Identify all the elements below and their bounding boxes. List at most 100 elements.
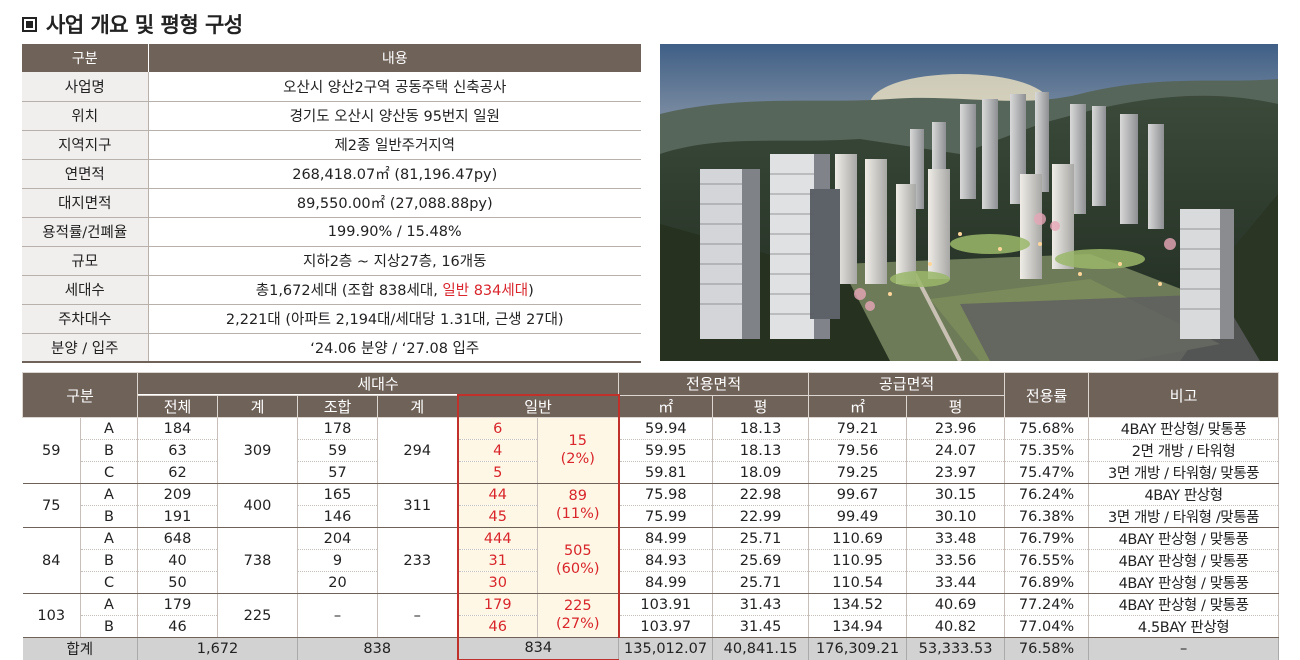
union-cell: 59: [297, 439, 379, 462]
total-exclusive-sqm: 135,012.07: [618, 637, 714, 660]
header-households: 세대수: [137, 372, 620, 396]
overview-key: 대지면적: [22, 188, 149, 218]
supply-pyeong-cell: 33.44: [906, 571, 1006, 594]
exclusive-sqm-cell: 103.97: [618, 615, 714, 638]
supply-pyeong-cell: 33.48: [906, 527, 1006, 550]
supply-pyeong-cell: 24.07: [906, 439, 1006, 462]
general-subtotal-cell: 89 (11%): [537, 483, 620, 528]
total-cell: 46: [137, 615, 219, 638]
supply-sqm-cell: 79.21: [808, 417, 908, 440]
exclusive-sqm-cell: 75.98: [618, 483, 714, 506]
general-cell: 179: [456, 593, 539, 616]
ratio-cell: 76.38%: [1004, 505, 1090, 528]
overview-value: 268,418.07㎡ (81,196.47py): [148, 159, 641, 189]
supply-sqm-cell: 79.56: [808, 439, 908, 462]
header-exclusive-ratio: 전용률: [1004, 372, 1090, 418]
unit-subheader-row: 전체 계 조합 계 일반 ㎡ 평 ㎡ 평: [23, 394, 1279, 418]
size-cell: 59: [22, 417, 81, 484]
overview-key: 사업명: [22, 72, 149, 102]
general-cell: 30: [456, 571, 539, 594]
total-cell: 191: [137, 505, 219, 528]
table-row: 59 A 184 309 178 294 6 15 (2%) 59.94 18.1…: [22, 417, 1280, 484]
general-sum: 89: [568, 488, 587, 505]
header-exclusive-area: 전용면적: [618, 372, 810, 396]
supply-pyeong-cell: 23.97: [906, 461, 1006, 484]
remarks-cell: 4BAY 판상형 / 맞통풍: [1088, 549, 1280, 572]
exclusive-pyeong-cell: 18.13: [712, 417, 810, 440]
table-row: 84 A 648 738 204 233 444 505 (60%) 84.99 …: [22, 527, 1280, 594]
total-cell: 40: [137, 549, 219, 572]
total-cell: 63: [137, 439, 219, 462]
overview-row: 연면적 268,418.07㎡ (81,196.47py): [22, 159, 641, 189]
table-row: C 50 20 30 84.99 25.71 110.54 33.44 76.8…: [23, 571, 1280, 594]
supply-pyeong-cell: 40.82: [906, 615, 1006, 638]
type-cell: B: [80, 505, 139, 528]
supply-sqm-cell: 99.67: [808, 483, 908, 506]
union-cell: 146: [297, 505, 379, 528]
ratio-cell: 77.24%: [1004, 593, 1090, 616]
table-row: 75 A 209 400 165 311 44 89 (11%) 75.98 22…: [22, 483, 1280, 528]
total-supply-sqm: 176,309.21: [808, 637, 908, 660]
exclusive-pyeong-cell: 31.43: [712, 593, 810, 616]
supply-pyeong-cell: 30.15: [906, 483, 1006, 506]
supply-sqm-cell: 134.52: [808, 593, 908, 616]
remarks-cell: 3면 개방 / 타워형 /맞통품: [1088, 505, 1280, 528]
overview-value-households: 총1,672세대 (조합 838세대, 일반 834세대): [148, 275, 641, 305]
size-cell: 75: [22, 483, 81, 528]
table-row: B 191 146 45 75.99 22.99 99.49 30.10 76.…: [23, 505, 1280, 528]
type-cell: B: [80, 439, 139, 462]
exclusive-sqm-cell: 84.99: [618, 527, 714, 550]
exclusive-pyeong-cell: 31.45: [712, 615, 810, 638]
size-cell: 84: [22, 527, 81, 594]
table-row: 103 A 179 225 – – 179 225 (27%) 103.91 31…: [22, 593, 1280, 638]
exclusive-sqm-cell: 59.94: [618, 417, 714, 440]
supply-pyeong-cell: 23.96: [906, 417, 1006, 440]
general-sum: 15: [568, 433, 587, 450]
type-cell: A: [80, 593, 139, 616]
type-cell: C: [80, 461, 139, 484]
aerial-rendering-image: [660, 44, 1278, 361]
remarks-cell: 4BAY 판상형 / 맞통풍: [1088, 571, 1280, 594]
header-supply-pyeong: 평: [906, 394, 1006, 418]
overview-header-content: 내용: [147, 44, 641, 72]
overview-row: 위치 경기도 오산시 양산동 95번지 일원: [22, 101, 641, 131]
ratio-cell: 76.79%: [1004, 527, 1090, 550]
general-subtotal-cell: 15 (2%): [537, 417, 620, 484]
header-union: 조합: [297, 394, 379, 418]
general-percent: (60%): [556, 560, 600, 577]
header-union-subtotal: 계: [377, 394, 459, 418]
section-heading: 사업 개요 및 평형 구성: [22, 9, 243, 39]
exclusive-sqm-cell: 59.95: [618, 439, 714, 462]
union-subtotal-cell: 294: [377, 417, 459, 484]
section-title: 사업 개요 및 평형 구성: [46, 13, 243, 37]
general-cell: 46: [456, 615, 539, 638]
total-ratio: 76.58%: [1004, 637, 1090, 660]
households-text: 총1,672세대 (조합 838세대,: [255, 283, 443, 299]
remarks-cell: 4.5BAY 판상형: [1088, 615, 1280, 638]
exclusive-pyeong-cell: 18.09: [712, 461, 810, 484]
header-pyeong: 평: [712, 394, 810, 418]
supply-pyeong-cell: 33.56: [906, 549, 1006, 572]
total-remarks: –: [1088, 637, 1280, 660]
remarks-cell: 4BAY 판상형: [1088, 483, 1280, 506]
exclusive-pyeong-cell: 18.13: [712, 439, 810, 462]
overview-key: 주차대수: [22, 304, 149, 334]
ratio-cell: 76.55%: [1004, 549, 1090, 572]
overview-key: 용적률/건폐율: [22, 217, 149, 247]
overview-value: 2,221대 (아파트 2,194대/세대당 1.31대, 근생 27대): [148, 304, 641, 334]
general-cell: 444: [456, 527, 539, 550]
remarks-cell: 4BAY 판상형/ 맞통풍: [1088, 417, 1280, 440]
general-percent: (27%): [556, 615, 600, 632]
union-subtotal-cell: 311: [377, 483, 459, 528]
union-subtotal-cell: –: [377, 593, 459, 638]
total-cell: 50: [137, 571, 219, 594]
supply-sqm-cell: 79.25: [808, 461, 908, 484]
overview-row: 세대수 총1,672세대 (조합 838세대, 일반 834세대): [22, 275, 641, 305]
general-cell: 4: [456, 439, 539, 462]
overview-header-row: 구분 내용: [22, 44, 641, 72]
exclusive-pyeong-cell: 22.99: [712, 505, 810, 528]
union-cell: 57: [297, 461, 379, 484]
remarks-cell: 4BAY 판상형 / 맞통풍: [1088, 527, 1280, 550]
overview-row: 주차대수 2,221대 (아파트 2,194대/세대당 1.31대, 근생 27대…: [22, 304, 641, 334]
general-subtotal-cell: 505 (60%): [537, 527, 620, 594]
